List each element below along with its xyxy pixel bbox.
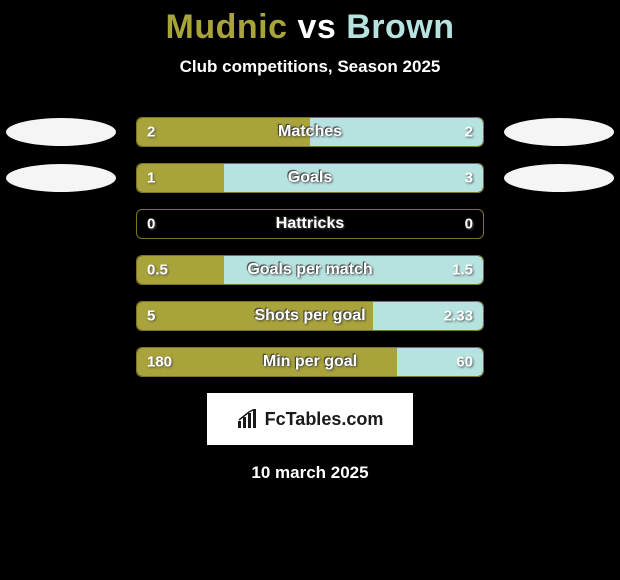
player2-avatar-slot — [504, 210, 614, 238]
stat-value-right: 2 — [465, 124, 473, 141]
branding-text: FcTables.com — [265, 409, 384, 430]
stat-bar: Hattricks 0 0 — [136, 209, 484, 239]
player2-avatar-slot — [504, 302, 614, 330]
comparison-widget: Mudnic vs Brown Club competitions, Seaso… — [0, 0, 620, 483]
player2-name: Brown — [346, 8, 454, 46]
stat-bar: Matches 2 2 — [136, 117, 484, 147]
stat-label: Hattricks — [276, 215, 344, 233]
stat-label: Matches — [278, 123, 342, 141]
stat-row: Matches 2 2 — [0, 117, 620, 147]
player2-avatar-slot — [504, 164, 614, 192]
stat-label: Goals per match — [247, 261, 372, 279]
player1-avatar-slot — [6, 348, 116, 376]
stat-row: Shots per goal 5 2.33 — [0, 301, 620, 331]
player1-avatar-slot — [6, 210, 116, 238]
player1-avatar-slot — [6, 302, 116, 330]
player2-avatar-slot — [504, 256, 614, 284]
stat-bar: Shots per goal 5 2.33 — [136, 301, 484, 331]
player2-avatar-slot — [504, 348, 614, 376]
subtitle: Club competitions, Season 2025 — [0, 57, 620, 77]
stat-bar: Goals 1 3 — [136, 163, 484, 193]
bar-segment-right — [224, 164, 484, 192]
stat-row: Goals per match 0.5 1.5 — [0, 255, 620, 285]
vs-separator: vs — [297, 8, 336, 46]
stat-value-right: 2.33 — [444, 308, 473, 325]
stats-list: Matches 2 2 Goals 1 3 Hattricks 0 0 Goals per mat… — [0, 117, 620, 377]
chart-icon — [237, 409, 259, 429]
stat-label: Shots per goal — [254, 307, 365, 325]
page-title: Mudnic vs Brown — [0, 8, 620, 47]
stat-value-left: 0.5 — [147, 262, 168, 279]
stat-value-left: 1 — [147, 170, 155, 187]
player1-avatar-slot — [6, 118, 116, 146]
stat-bar: Min per goal 180 60 — [136, 347, 484, 377]
stat-value-right: 1.5 — [452, 262, 473, 279]
stat-row: Goals 1 3 — [0, 163, 620, 193]
stat-value-right: 60 — [456, 354, 473, 371]
stat-value-left: 0 — [147, 216, 155, 233]
stat-row: Hattricks 0 0 — [0, 209, 620, 239]
branding-badge[interactable]: FcTables.com — [207, 393, 413, 445]
player2-avatar-slot — [504, 118, 614, 146]
player1-name: Mudnic — [166, 8, 288, 46]
stat-value-left: 180 — [147, 354, 172, 371]
stat-value-right: 0 — [465, 216, 473, 233]
stat-value-left: 5 — [147, 308, 155, 325]
stat-row: Min per goal 180 60 — [0, 347, 620, 377]
stat-value-left: 2 — [147, 124, 155, 141]
stat-bar: Goals per match 0.5 1.5 — [136, 255, 484, 285]
stat-value-right: 3 — [465, 170, 473, 187]
player1-avatar-slot — [6, 164, 116, 192]
footer-date: 10 march 2025 — [0, 463, 620, 483]
stat-label: Min per goal — [263, 353, 357, 371]
stat-label: Goals — [288, 169, 332, 187]
player1-avatar-slot — [6, 256, 116, 284]
